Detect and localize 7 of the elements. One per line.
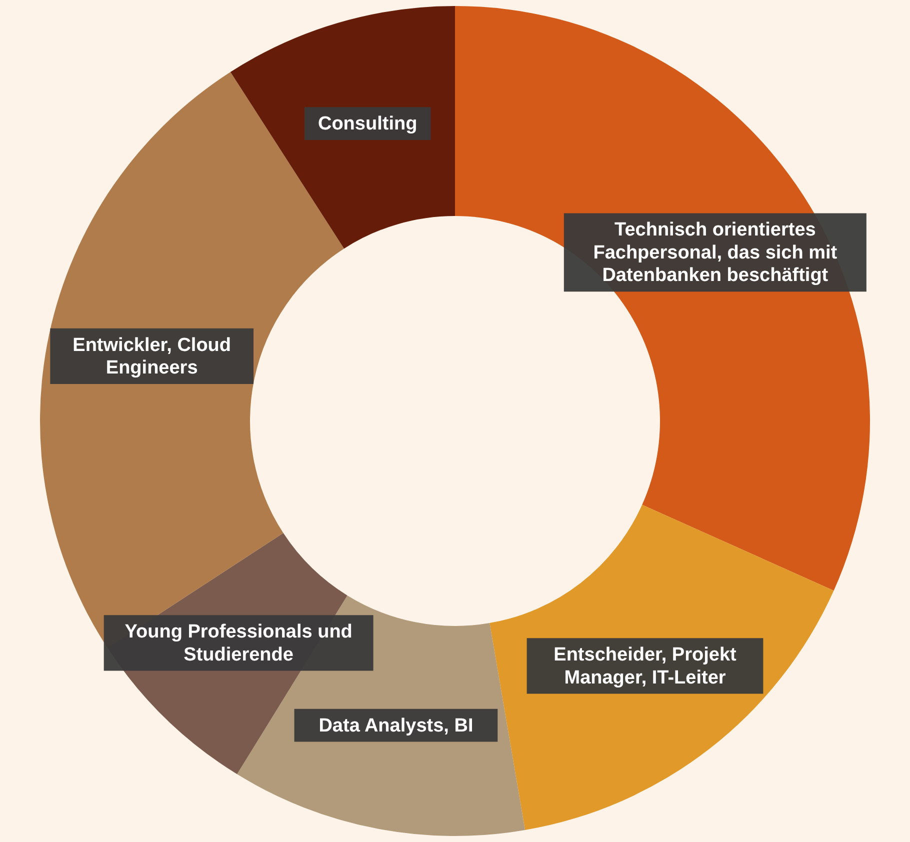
slice-label: Entscheider, Projekt Manager, IT-Leiter xyxy=(554,644,738,688)
slice-label: Technisch orientiertes Fachpersonal, das sich mit Datenbanken beschäftigt xyxy=(593,220,838,286)
slice-label: Consulting xyxy=(318,114,418,135)
slice-label: Entwickler, Cloud Engineers xyxy=(72,334,232,379)
slice-label: Data Analysts, BI xyxy=(318,715,474,736)
slice-label: Young Professionals und Studierende xyxy=(124,622,352,666)
donut-slice xyxy=(230,6,455,249)
